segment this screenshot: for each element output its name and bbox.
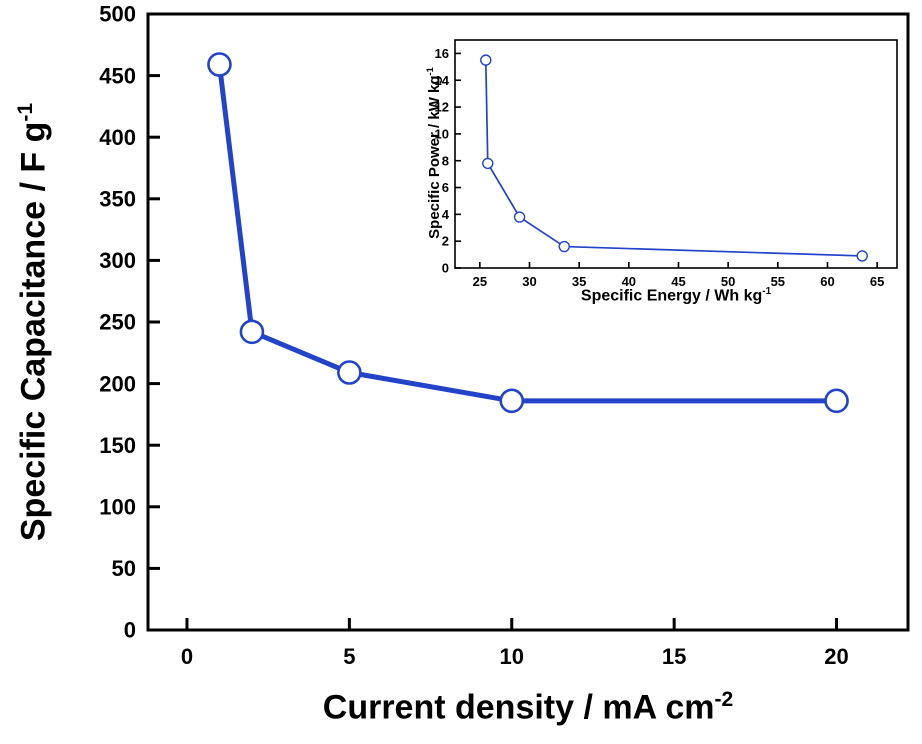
svg-text:16: 16 [435, 46, 449, 61]
main-x-axis-label-text: Current density / mA cm [322, 688, 715, 727]
inset-y-axis-label-text: Specific Power / kW kg [426, 75, 443, 239]
inset-y-axis-label-sup: -1 [425, 67, 435, 76]
svg-text:35: 35 [572, 274, 586, 289]
main-x-axis-label: Current density / mA cm-2 [323, 688, 733, 727]
svg-text:8: 8 [442, 153, 449, 168]
svg-text:300: 300 [99, 248, 136, 273]
svg-text:100: 100 [99, 495, 136, 520]
inset-y-axis-label: Specific Power / kW kg-1 [421, 33, 443, 273]
svg-text:65: 65 [870, 274, 884, 289]
ragone-inset-chart: 25 30 35 40 45 50 55 60 65 0 2 4 6 8 10 12 14 16 [435, 39, 898, 289]
svg-text:4: 4 [442, 207, 450, 222]
svg-text:30: 30 [522, 274, 536, 289]
svg-text:20: 20 [824, 644, 848, 669]
svg-text:6: 6 [442, 180, 449, 195]
svg-text:15: 15 [662, 644, 686, 669]
svg-text:400: 400 [99, 125, 136, 150]
svg-text:2: 2 [442, 234, 449, 249]
inset-x-axis-label: Specific Energy / Wh kg-1 [581, 286, 771, 305]
svg-text:12: 12 [435, 100, 449, 115]
main-y-axis-label-sup: -1 [14, 102, 37, 122]
svg-text:45: 45 [671, 274, 685, 289]
inset-x-axis-label-text: Specific Energy / Wh kg [580, 287, 763, 305]
svg-text:0: 0 [181, 644, 193, 669]
svg-text:5: 5 [343, 644, 355, 669]
svg-text:0: 0 [124, 618, 136, 643]
svg-text:150: 150 [99, 433, 136, 458]
main-y-axis-label: Specific Capacitance / F g-1 [6, 2, 52, 642]
svg-text:50: 50 [721, 274, 735, 289]
svg-text:200: 200 [99, 371, 136, 396]
svg-text:10: 10 [435, 126, 449, 141]
inset-x-axis-label-sup: -1 [762, 286, 772, 297]
svg-text:60: 60 [820, 274, 834, 289]
svg-text:14: 14 [435, 73, 450, 88]
svg-text:250: 250 [99, 310, 136, 335]
svg-text:0: 0 [442, 261, 449, 276]
svg-text:450: 450 [99, 63, 136, 88]
svg-text:25: 25 [473, 274, 487, 289]
svg-text:350: 350 [99, 187, 136, 212]
svg-text:10: 10 [500, 644, 524, 669]
svg-text:40: 40 [622, 274, 636, 289]
main-x-axis-label-sup: -2 [714, 688, 734, 711]
svg-text:500: 500 [99, 2, 136, 27]
main-y-axis-label-text: Specific Capacitance / F g [14, 121, 53, 542]
svg-text:55: 55 [771, 274, 785, 289]
svg-text:50: 50 [112, 556, 136, 581]
